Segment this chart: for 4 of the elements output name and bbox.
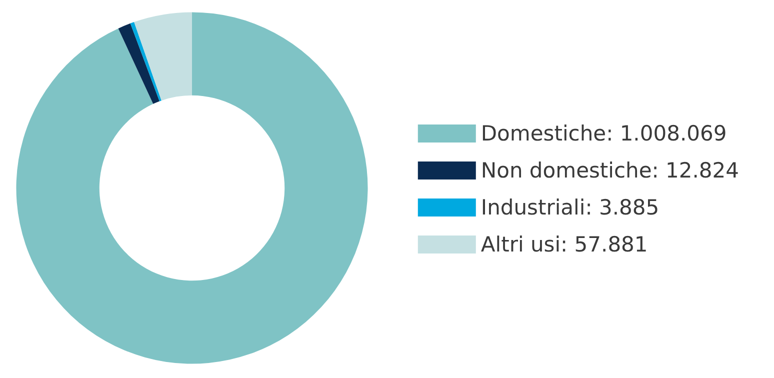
legend-label: Industriali: 3.885 (480, 196, 660, 220)
legend-label: Altri usi: 57.881 (480, 232, 648, 256)
legend-label: Non domestiche: 12.824 (480, 158, 740, 182)
legend-label: Domestiche: 1.008.069 (480, 122, 727, 146)
